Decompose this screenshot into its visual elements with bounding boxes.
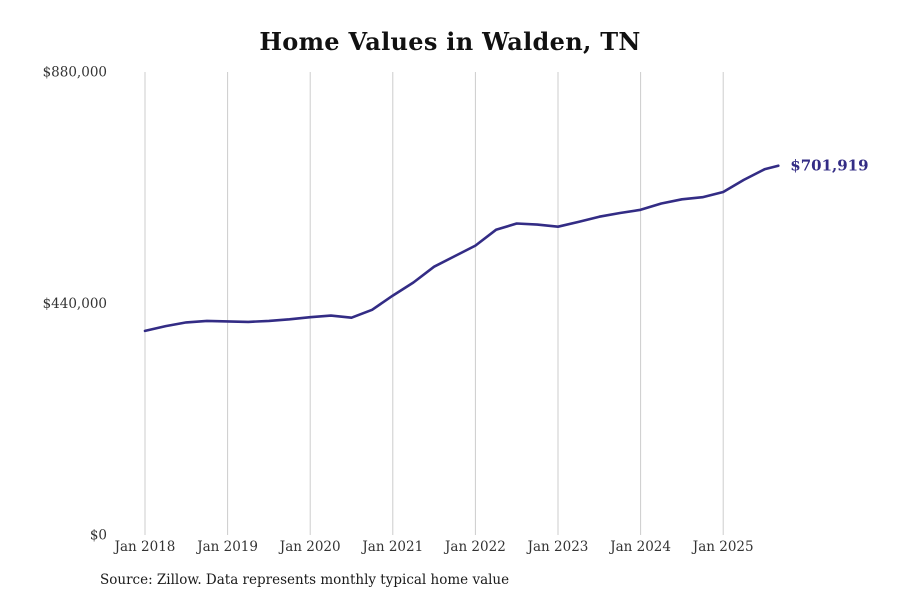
x-tick-label: Jan 2021 xyxy=(360,539,423,555)
y-tick-label: $880,000 xyxy=(43,65,107,81)
x-tick-label: Jan 2020 xyxy=(278,539,341,555)
x-tick-label: Jan 2022 xyxy=(443,539,506,555)
home-value-line xyxy=(143,164,780,333)
x-tick-label: Jan 2025 xyxy=(691,539,754,555)
source-note: Source: Zillow. Data represents monthly … xyxy=(100,572,510,588)
y-tick-label: $0 xyxy=(90,528,107,544)
x-tick-label: Jan 2024 xyxy=(608,539,671,555)
x-tick-label: Jan 2023 xyxy=(526,539,589,555)
x-tick-label: Jan 2018 xyxy=(113,539,176,555)
chart-title: Home Values in Walden, TN xyxy=(259,27,641,56)
final-value-label: $701,919 xyxy=(790,157,868,175)
x-tick-label: Jan 2019 xyxy=(195,539,258,555)
y-tick-label: $440,000 xyxy=(43,296,107,312)
